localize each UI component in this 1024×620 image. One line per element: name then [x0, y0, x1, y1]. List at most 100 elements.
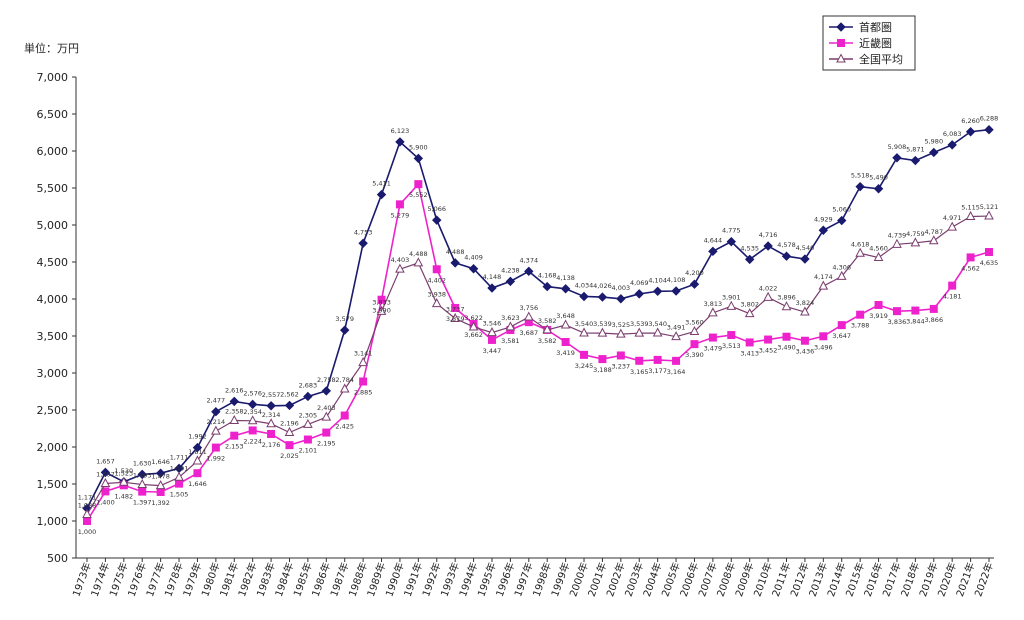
data-point-square: [432, 265, 441, 274]
series-square: [83, 180, 993, 525]
data-label: 3,164: [667, 368, 686, 376]
data-label: 1,493: [133, 472, 152, 480]
data-label: 5,115: [961, 203, 980, 211]
data-label: 1,657: [96, 457, 115, 465]
data-point-square: [598, 355, 607, 364]
data-point-triangle: [965, 210, 976, 220]
data-point-square: [267, 429, 276, 438]
data-point-diamond: [781, 251, 792, 261]
data-label: 3,237: [612, 362, 631, 370]
data-label: 4,402: [427, 276, 446, 284]
data-label: 4,181: [943, 293, 962, 301]
data-point-diamond: [689, 279, 700, 289]
data-label: 1,088: [78, 501, 97, 509]
data-label: 4,306: [832, 263, 851, 271]
data-point-diamond: [616, 294, 626, 304]
data-label: 1,992: [188, 433, 207, 441]
data-point-triangle: [947, 221, 958, 231]
data-point-diamond: [432, 215, 442, 225]
data-label: 4,238: [501, 266, 520, 274]
data-label: 4,168: [538, 272, 557, 280]
data-point-diamond: [836, 22, 846, 32]
data-label: 3,539: [630, 320, 649, 328]
data-label: 4,739: [888, 231, 907, 239]
data-label: 3,413: [740, 349, 759, 357]
data-point-diamond: [155, 468, 166, 478]
data-label: 5,552: [409, 191, 428, 199]
data-point-triangle: [468, 321, 479, 331]
data-point-diamond: [818, 225, 829, 235]
data-label: 2,683: [299, 381, 318, 389]
data-label: 2,176: [262, 441, 281, 449]
data-label: 3,901: [722, 293, 741, 301]
data-label: 2,557: [262, 391, 281, 399]
data-label: 4,403: [391, 256, 410, 264]
data-point-diamond: [468, 264, 479, 274]
data-point-square: [340, 411, 349, 420]
data-label: 4,104: [648, 276, 667, 284]
data-label: 3,647: [832, 332, 851, 340]
data-label: 2,425: [335, 423, 354, 431]
y-tick-label: 5,500: [37, 182, 69, 195]
data-label: 1,505: [170, 491, 189, 499]
data-label: 3,866: [924, 316, 943, 324]
data-label: 2,196: [280, 419, 299, 427]
legend-item: 首都圏: [829, 20, 892, 34]
data-point-square: [377, 295, 386, 304]
data-point-square: [800, 336, 809, 345]
data-point-triangle: [560, 319, 571, 329]
data-point-square: [856, 310, 865, 319]
data-label: 3,648: [556, 312, 575, 320]
data-point-square: [230, 431, 239, 440]
data-point-triangle: [100, 477, 111, 487]
data-label: 3,177: [648, 367, 667, 375]
data-point-diamond: [192, 442, 203, 453]
data-point-triangle: [487, 327, 497, 337]
data-point-diamond: [358, 238, 368, 248]
data-label: 4,003: [612, 284, 631, 292]
data-label: 4,759: [906, 230, 925, 238]
data-label: 4,034: [575, 281, 594, 289]
data-point-square: [874, 300, 883, 309]
data-point-triangle: [376, 305, 387, 315]
data-point-square: [929, 304, 938, 313]
data-label: 2,195: [317, 440, 336, 448]
data-label: 3,165: [630, 368, 649, 376]
data-point-diamond: [763, 241, 773, 251]
y-tick-label: 1,000: [37, 515, 69, 528]
data-point-triangle: [413, 257, 424, 267]
data-label: 3,490: [777, 344, 796, 352]
data-point-diamond: [597, 292, 608, 302]
data-point-triangle: [395, 263, 405, 273]
y-tick-label: 4,500: [37, 256, 69, 269]
data-label: 5,066: [427, 205, 446, 213]
data-point-triangle: [266, 418, 276, 428]
data-label: 1,591: [170, 464, 189, 472]
data-label: 5,060: [832, 206, 851, 214]
data-label: 3,813: [704, 300, 723, 308]
data-label: 1,811: [188, 448, 207, 456]
data-label: 2,477: [207, 397, 226, 405]
data-label: 2,784: [335, 376, 354, 384]
data-label: 4,138: [556, 274, 575, 282]
data-point-diamond: [505, 276, 516, 287]
data-point-square: [248, 426, 257, 435]
data-label: 1,507: [96, 470, 115, 478]
data-label: 1,630: [133, 459, 152, 467]
data-point-triangle: [616, 328, 626, 338]
data-point-diamond: [837, 215, 847, 226]
data-label: 1,711: [170, 453, 189, 461]
data-label: 2,025: [280, 452, 299, 460]
data-point-square: [911, 306, 920, 315]
y-tick-label: 2,000: [37, 441, 69, 454]
data-label: 4,374: [519, 256, 538, 264]
data-point-diamond: [726, 236, 736, 247]
data-label: 2,403: [317, 404, 336, 412]
data-label: 1,523: [115, 469, 134, 477]
data-point-triangle: [689, 325, 700, 336]
data-label: 4,618: [851, 240, 870, 248]
data-label: 4,578: [777, 241, 796, 249]
data-point-diamond: [413, 153, 424, 164]
data-point-square: [653, 355, 662, 364]
